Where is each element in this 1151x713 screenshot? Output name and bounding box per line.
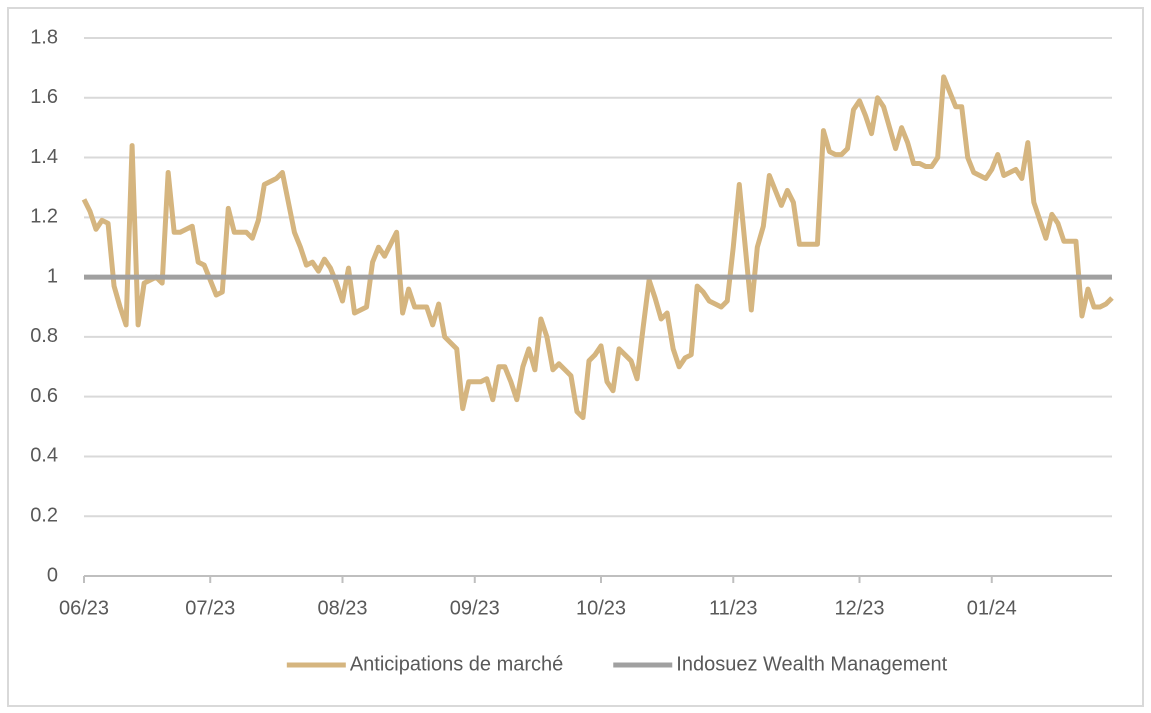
- x-tick-label: 09/23: [450, 597, 500, 619]
- chart-frame: [7, 7, 1144, 707]
- y-tick-label: 0.8: [30, 325, 58, 347]
- y-tick-label: 1: [47, 265, 58, 287]
- x-tick-label: 08/23: [317, 597, 367, 619]
- y-tick-label: 0.4: [30, 445, 58, 467]
- x-tick-label: 10/23: [576, 597, 626, 619]
- legend-label: Indosuez Wealth Management: [676, 653, 947, 675]
- x-tick-label: 07/23: [185, 597, 235, 619]
- series-line: [81, 74, 1114, 421]
- y-tick-label: 1.2: [30, 206, 58, 228]
- y-tick-label: 1.6: [30, 86, 58, 108]
- y-tick-label: 1.4: [30, 146, 58, 168]
- x-tick-label: 12/23: [834, 597, 884, 619]
- y-tick-label: 0.6: [30, 385, 58, 407]
- legend-label: Anticipations de marché: [350, 653, 563, 675]
- x-tick-label: 06/23: [59, 597, 109, 619]
- x-tick-label: 01/24: [967, 597, 1017, 619]
- x-tick-label: 11/23: [709, 597, 758, 619]
- y-tick-label: 0.2: [30, 505, 58, 527]
- y-tick-label: 1.8: [30, 26, 58, 48]
- y-tick-label: 0: [47, 564, 58, 586]
